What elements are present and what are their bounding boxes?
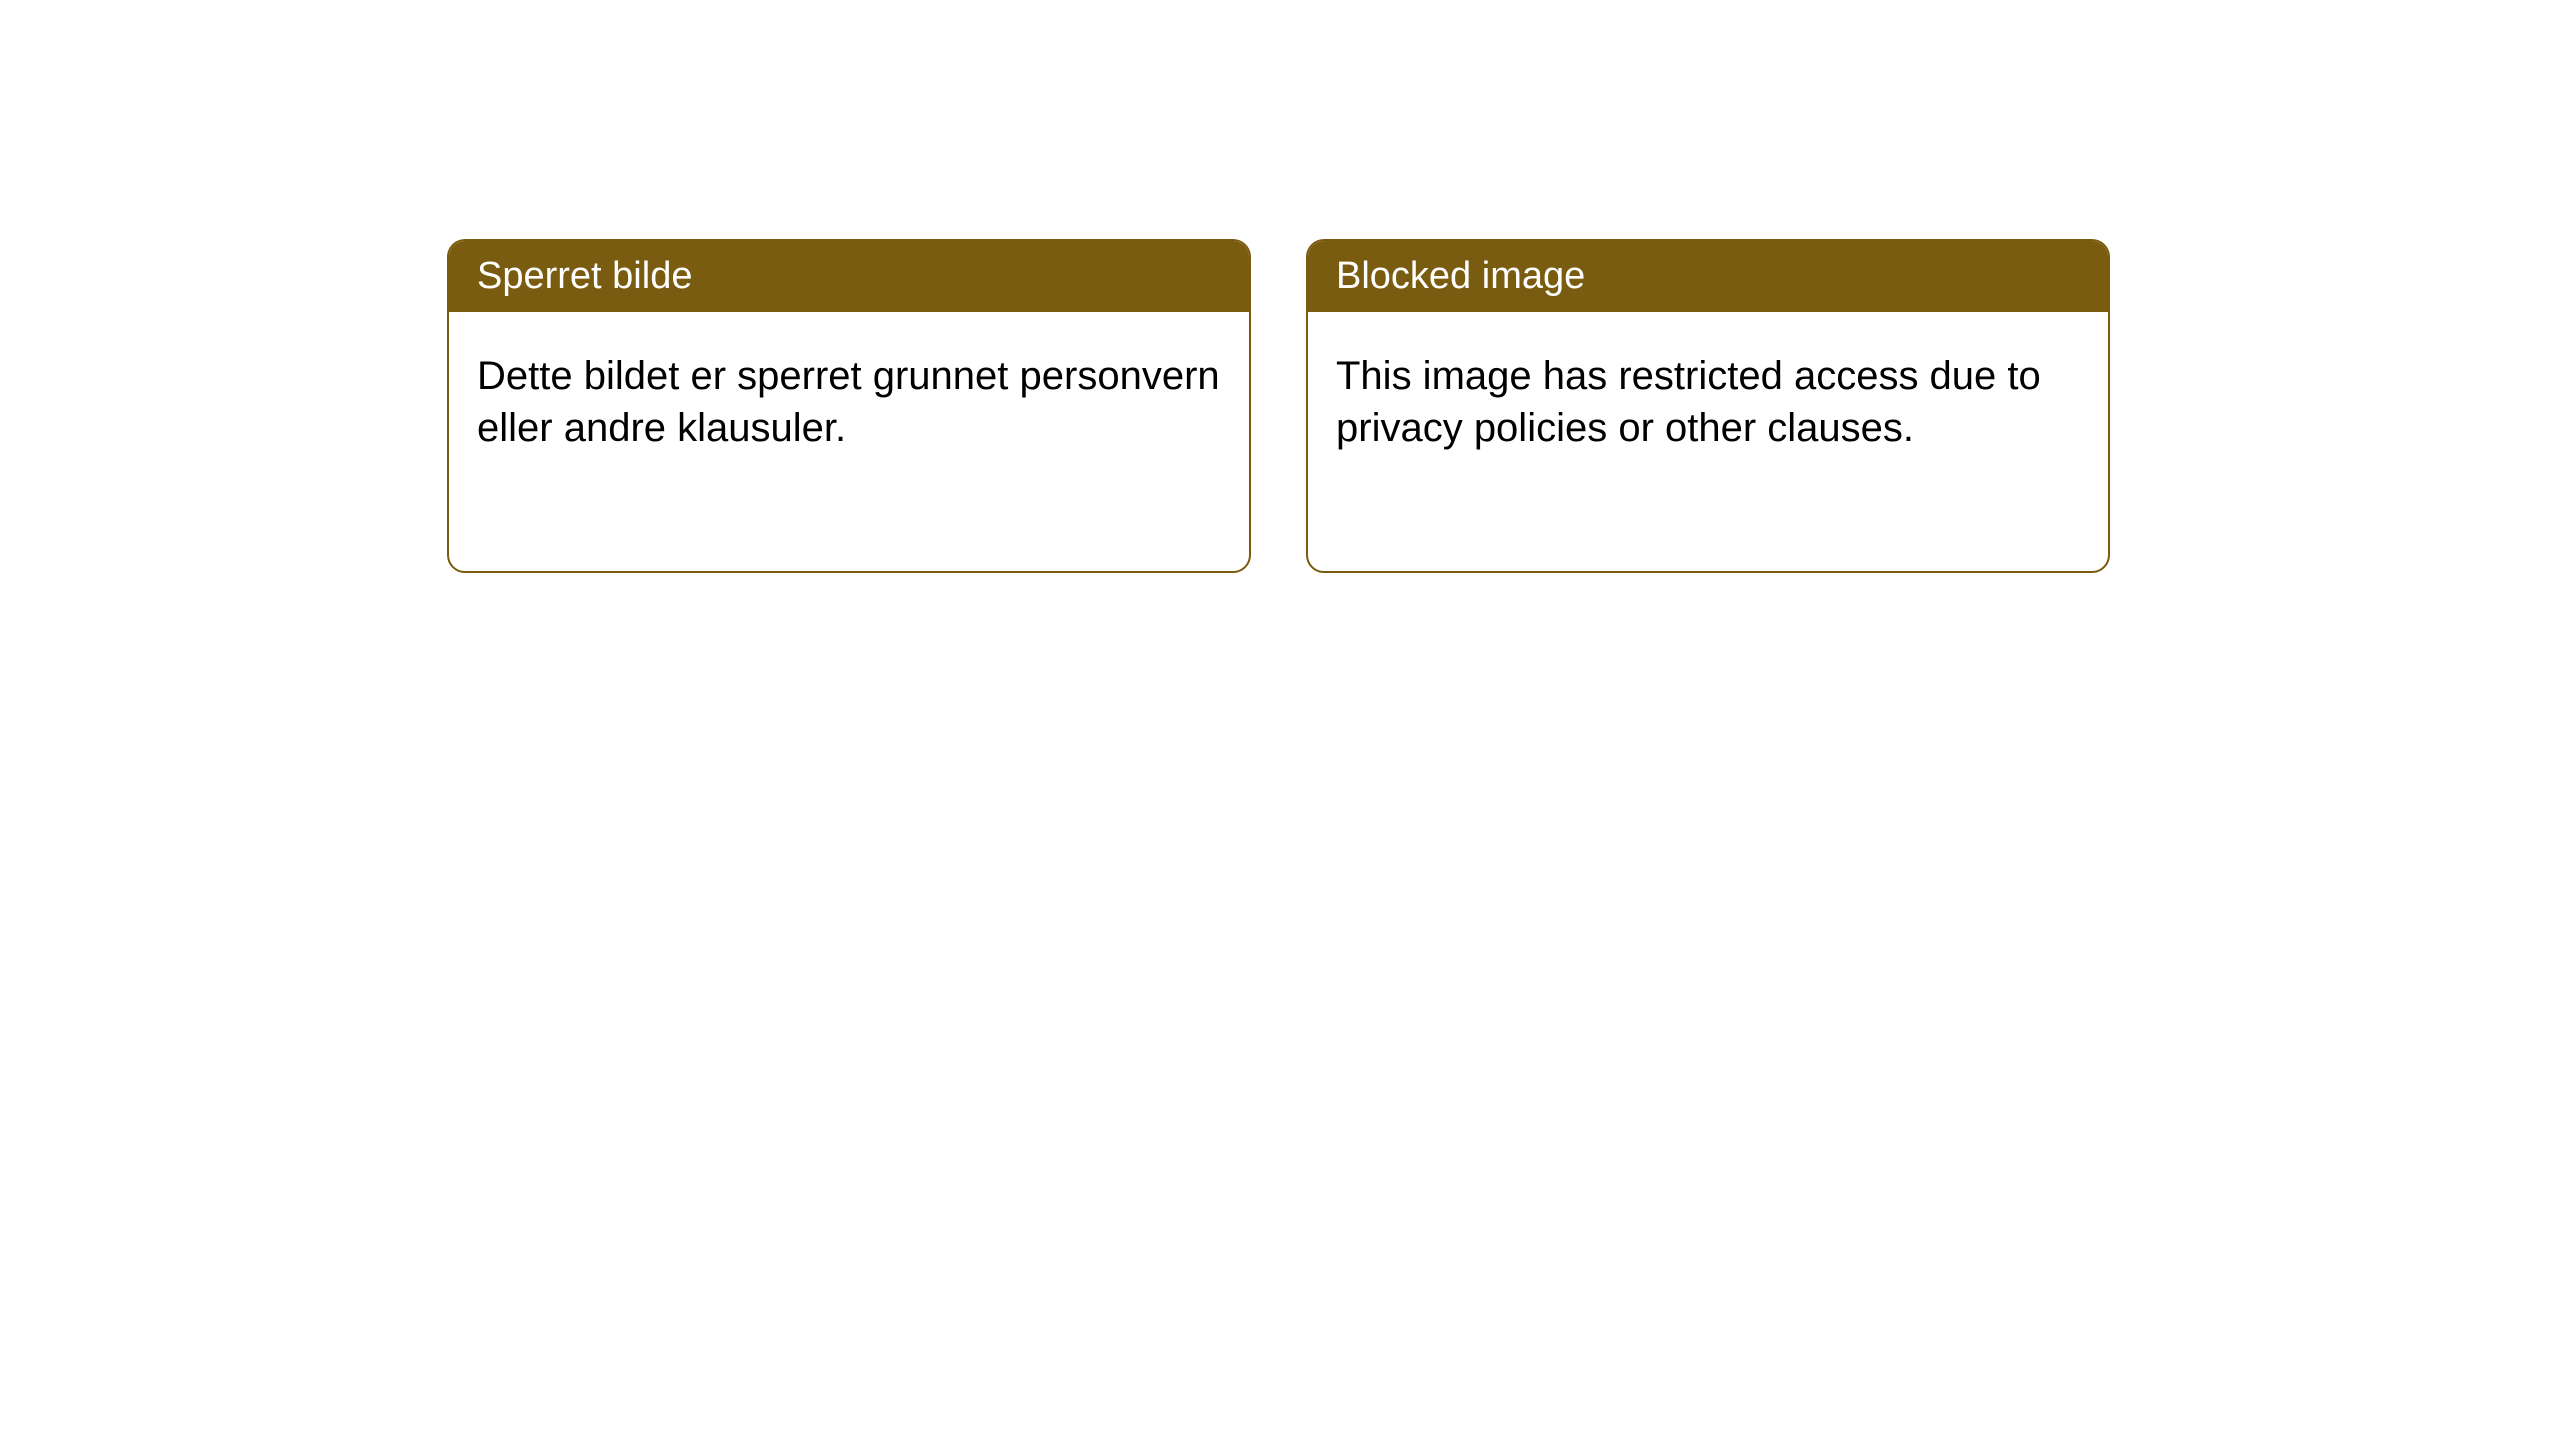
cards-container: Sperret bilde Dette bildet er sperret gr… xyxy=(447,239,2110,573)
card-header: Sperret bilde xyxy=(449,241,1249,312)
card-body: Dette bildet er sperret grunnet personve… xyxy=(449,312,1249,492)
blocked-image-card-en: Blocked image This image has restricted … xyxy=(1306,239,2110,573)
card-header: Blocked image xyxy=(1308,241,2108,312)
card-body: This image has restricted access due to … xyxy=(1308,312,2108,492)
blocked-image-card-no: Sperret bilde Dette bildet er sperret gr… xyxy=(447,239,1251,573)
